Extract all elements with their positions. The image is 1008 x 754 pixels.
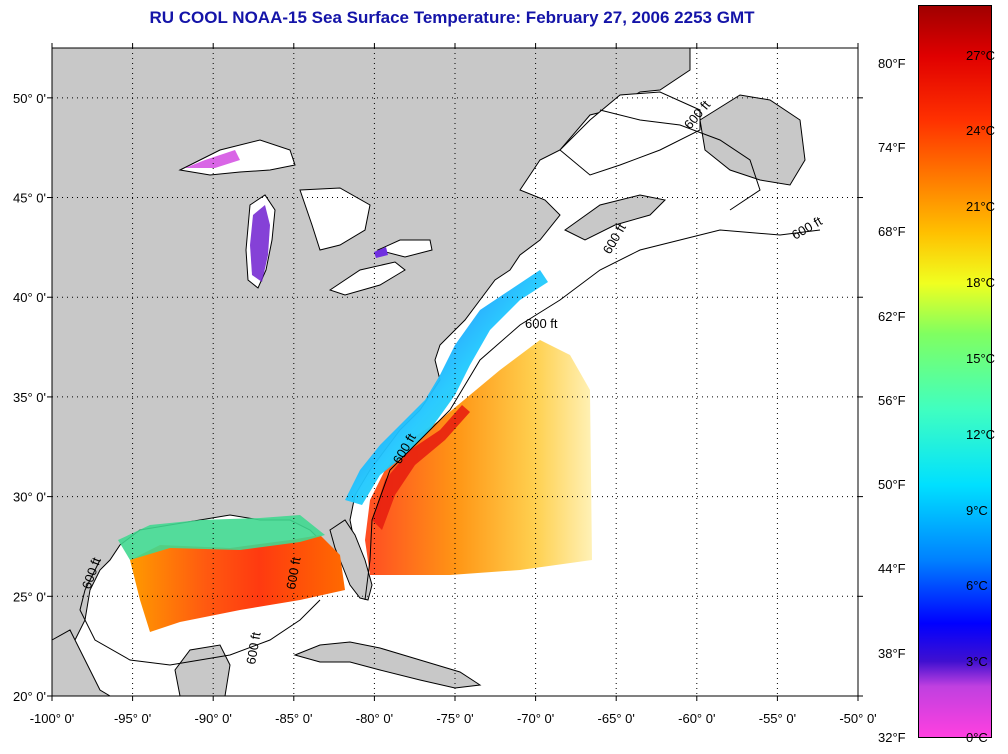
lon-tick-label: -90° 0' bbox=[195, 711, 232, 726]
lon-tick-label: -85° 0' bbox=[275, 711, 312, 726]
lake-huron bbox=[299, 187, 371, 251]
lat-tick-label: 45° 0' bbox=[13, 191, 46, 206]
land-nova-scotia bbox=[564, 194, 667, 241]
celsius-label: 24°C bbox=[966, 123, 996, 139]
longitude-axis: -100° 0' -95° 0' -90° 0' -85° 0' -80° 0' -75°… bbox=[30, 711, 877, 726]
lon-tick-label: -70° 0' bbox=[517, 711, 554, 726]
latitude-axis: 50° 0' 45° 0' 40° 0' 35° 0' 30° 0' 25° 0' 20° … bbox=[13, 91, 46, 704]
celsius-label: 0°C bbox=[966, 730, 988, 745]
celsius-label: 27°C bbox=[966, 47, 996, 63]
fahrenheit-label: 32°F bbox=[878, 730, 906, 745]
celsius-label: 15°C bbox=[966, 350, 996, 366]
sst-gulf-swath bbox=[130, 535, 345, 632]
lat-tick-label: 30° 0' bbox=[13, 490, 46, 505]
lat-tick-label: 35° 0' bbox=[13, 390, 46, 405]
fahrenheit-label: 44°F bbox=[878, 561, 906, 577]
celsius-label: 6°C bbox=[966, 578, 988, 594]
isobath-lines bbox=[79, 109, 821, 666]
lon-tick-label: -75° 0' bbox=[436, 711, 473, 726]
lat-tick-label: 25° 0' bbox=[13, 589, 46, 604]
depth-label: 600 ft bbox=[525, 316, 558, 331]
lon-tick-label: -95° 0' bbox=[114, 711, 151, 726]
map-title: RU COOL NOAA-15 Sea Surface Temperature:… bbox=[149, 8, 755, 27]
graticule bbox=[47, 43, 863, 701]
sst-coastal-band bbox=[345, 270, 548, 505]
fahrenheit-label: 38°F bbox=[878, 645, 906, 661]
celsius-label: 18°C bbox=[966, 275, 996, 291]
lake-ontario bbox=[376, 239, 433, 258]
fahrenheit-label: 56°F bbox=[878, 392, 906, 408]
celsius-label: 3°C bbox=[966, 654, 988, 670]
celsius-label: 12°C bbox=[966, 426, 996, 442]
celsius-label: 9°C bbox=[966, 502, 988, 518]
map-frame bbox=[51, 47, 859, 697]
land-cuba bbox=[293, 641, 482, 689]
lon-tick-label: -100° 0' bbox=[30, 711, 75, 726]
celsius-label: 21°C bbox=[966, 199, 996, 215]
lat-tick-label: 50° 0' bbox=[13, 91, 46, 106]
sst-gulf-stream bbox=[372, 405, 470, 530]
depth-label: 600 ft bbox=[243, 631, 263, 666]
lat-tick-label: 40° 0' bbox=[13, 290, 46, 305]
sst-gulf-coastal bbox=[118, 515, 325, 560]
fahrenheit-label: 80°F bbox=[878, 55, 906, 71]
sst-lake-superior bbox=[185, 150, 240, 168]
fahrenheit-label: 50°F bbox=[878, 477, 906, 493]
lake-erie bbox=[328, 261, 406, 296]
lon-tick-label: -65° 0' bbox=[598, 711, 635, 726]
lon-tick-label: -60° 0' bbox=[678, 711, 715, 726]
lon-tick-label: -55° 0' bbox=[759, 711, 796, 726]
temperature-colorbar bbox=[918, 5, 992, 738]
lon-tick-label: -50° 0' bbox=[839, 711, 876, 726]
fahrenheit-label: 62°F bbox=[878, 308, 906, 324]
lon-tick-label: -80° 0' bbox=[356, 711, 393, 726]
land-newfoundland bbox=[699, 94, 806, 186]
sst-lake-michigan bbox=[250, 205, 270, 282]
fahrenheit-label: 68°F bbox=[878, 224, 906, 240]
sst-lake-erie bbox=[374, 247, 388, 258]
fahrenheit-label: 74°F bbox=[878, 140, 906, 156]
lat-tick-label: 20° 0' bbox=[13, 689, 46, 704]
